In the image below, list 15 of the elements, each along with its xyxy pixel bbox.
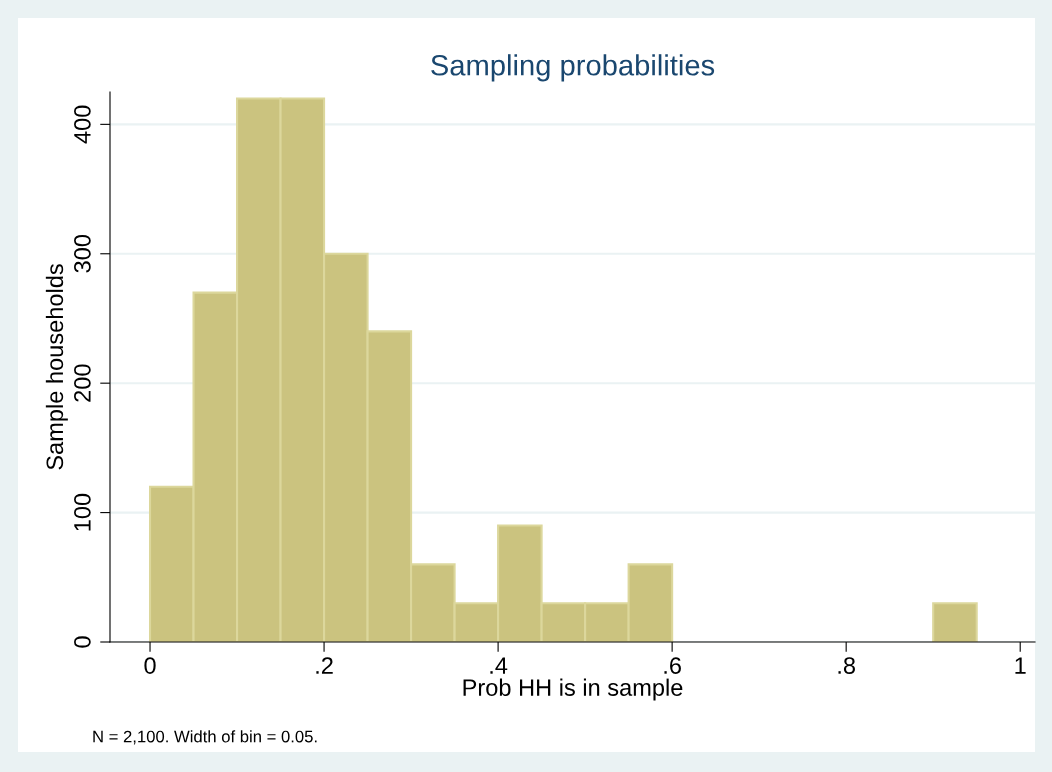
- y-tick-label: 300: [74, 234, 91, 273]
- y-tick-label: 100: [74, 493, 91, 531]
- y-tick-label: 400: [74, 105, 91, 144]
- y-axis-title: Sample households: [45, 264, 68, 470]
- x-tick-label: .4: [490, 657, 508, 674]
- x-tick-label: .8: [838, 657, 855, 674]
- x-tick-label: 0: [144, 657, 156, 674]
- chart-title: Sampling probabilities: [431, 54, 715, 82]
- x-axis-title: Prob HH is in sample: [463, 678, 683, 701]
- x-tick-label: .6: [664, 657, 681, 674]
- y-tick-label: 200: [74, 364, 91, 402]
- text: N = 2,100. Width of bin = 0.05.: [93, 730, 317, 745]
- x-tick-label: .2: [316, 657, 333, 674]
- x-tick-label: 1: [1015, 657, 1026, 674]
- y-tick-label: 0: [74, 636, 91, 648]
